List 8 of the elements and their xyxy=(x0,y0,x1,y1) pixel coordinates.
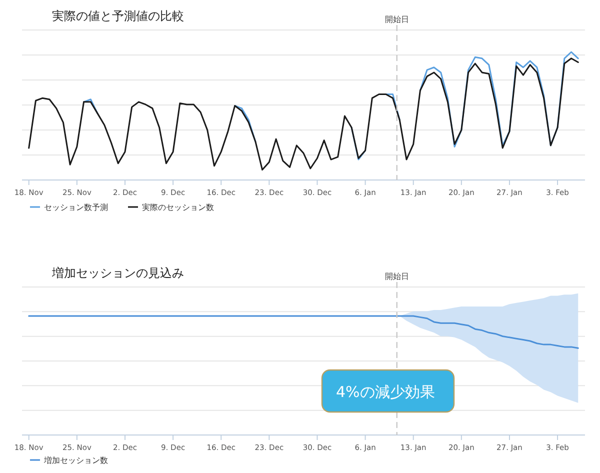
legend-label: 実際のセッション数 xyxy=(142,203,214,212)
legend-label: 増加セッション数 xyxy=(43,456,108,465)
annotation: 4%の減少効果 xyxy=(336,383,435,401)
text: 開始日 xyxy=(384,15,409,24)
text: 開始日 xyxy=(384,272,409,281)
legend-label: セッション数予測 xyxy=(44,203,108,212)
chart-title: 増加セッションの見込み xyxy=(51,266,184,280)
chart-title: 実際の値と予測値の比較 xyxy=(52,9,184,23)
